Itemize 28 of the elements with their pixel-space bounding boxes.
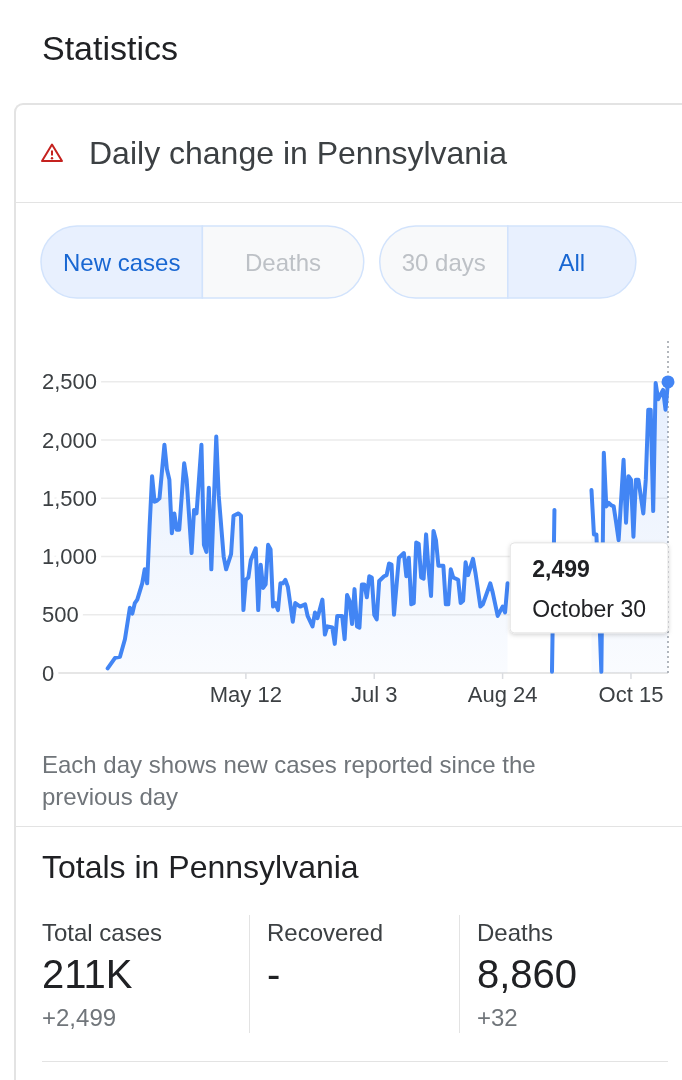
chart-title: Daily change in Pennsylvania	[89, 135, 508, 171]
text: 8,860	[477, 952, 578, 996]
y-tick-label: 500	[42, 602, 79, 628]
y-tick-label: 2,000	[42, 427, 98, 453]
annotation: 2,499	[532, 555, 590, 582]
x-tick-label: Oct 15	[598, 681, 664, 707]
text: Recovered	[267, 919, 384, 946]
y-tick-label: 1,500	[42, 485, 98, 511]
text: +2,499	[42, 1004, 117, 1031]
y-tick-label: 0	[42, 660, 55, 686]
text: All	[558, 248, 586, 276]
text: Deaths	[245, 248, 322, 276]
text: 30 days	[401, 248, 486, 276]
text: Deaths	[477, 919, 554, 946]
text: Statistics	[42, 29, 179, 67]
text: -	[267, 952, 281, 996]
text: +32	[477, 1004, 518, 1031]
x-tick-label: May 12	[209, 681, 282, 707]
text: 211K	[42, 952, 133, 996]
text: New cases	[63, 248, 181, 276]
text: Each day shows new cases reported since the previous day	[42, 751, 536, 810]
x-tick-label: Aug 24	[467, 681, 538, 707]
annotation: October 30	[532, 595, 647, 622]
text: Totals in Pennsylvania	[42, 849, 359, 885]
y-tick-label: 1,000	[42, 544, 98, 570]
y-tick-label: 2,500	[42, 369, 98, 395]
text: Total cases	[42, 919, 163, 946]
x-tick-label: Jul 3	[351, 681, 398, 707]
